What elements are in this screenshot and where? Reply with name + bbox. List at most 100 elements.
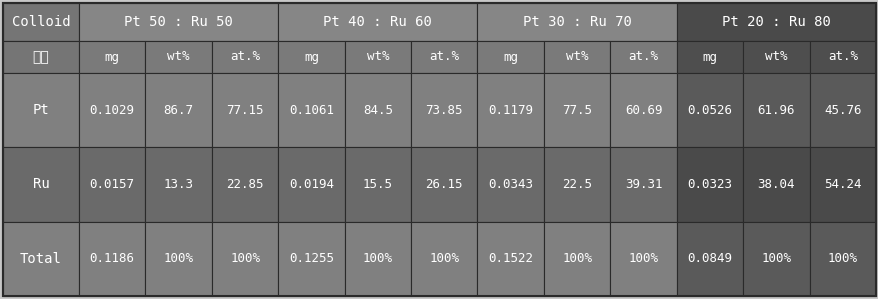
Bar <box>543 73 609 147</box>
Bar <box>676 147 742 222</box>
Text: 0.0526: 0.0526 <box>687 104 731 117</box>
Text: 22.5: 22.5 <box>562 178 592 191</box>
Bar <box>411 73 477 147</box>
Text: 0.1061: 0.1061 <box>289 104 334 117</box>
Text: Pt 50 : Ru 50: Pt 50 : Ru 50 <box>124 15 233 29</box>
Bar <box>609 147 676 222</box>
Bar <box>411 41 477 73</box>
Bar <box>742 222 809 296</box>
Bar <box>609 222 676 296</box>
Text: at.%: at.% <box>428 51 459 63</box>
Bar <box>278 41 344 73</box>
Bar <box>477 41 543 73</box>
Text: Ru: Ru <box>32 178 49 191</box>
Text: 86.7: 86.7 <box>163 104 193 117</box>
Text: at.%: at.% <box>230 51 260 63</box>
Bar <box>278 73 344 147</box>
Text: 13.3: 13.3 <box>163 178 193 191</box>
Bar <box>79 147 145 222</box>
Bar <box>212 73 278 147</box>
Bar <box>278 3 477 41</box>
Bar <box>809 222 875 296</box>
Text: 0.0323: 0.0323 <box>687 178 731 191</box>
Bar <box>344 147 411 222</box>
Text: 100%: 100% <box>428 252 459 265</box>
Text: 77.15: 77.15 <box>226 104 263 117</box>
Text: mg: mg <box>502 51 518 63</box>
Text: 100%: 100% <box>760 252 790 265</box>
Bar <box>344 222 411 296</box>
Bar <box>543 147 609 222</box>
Text: wt%: wt% <box>366 51 389 63</box>
Text: 100%: 100% <box>827 252 857 265</box>
Bar <box>344 73 411 147</box>
Text: 26.15: 26.15 <box>425 178 463 191</box>
Bar <box>477 73 543 147</box>
Text: 0.1186: 0.1186 <box>90 252 134 265</box>
Text: 84.5: 84.5 <box>363 104 392 117</box>
Bar <box>145 222 212 296</box>
Text: 60.69: 60.69 <box>624 104 661 117</box>
Text: 0.1255: 0.1255 <box>289 252 334 265</box>
Text: 조성: 조성 <box>32 50 49 64</box>
Text: mg: mg <box>104 51 119 63</box>
Text: 100%: 100% <box>628 252 658 265</box>
Bar <box>543 222 609 296</box>
Text: Pt 20 : Ru 80: Pt 20 : Ru 80 <box>721 15 830 29</box>
Bar <box>543 41 609 73</box>
Text: Colloid: Colloid <box>11 15 70 29</box>
Bar <box>676 3 875 41</box>
Text: 0.0849: 0.0849 <box>687 252 731 265</box>
Text: 61.96: 61.96 <box>757 104 795 117</box>
Bar <box>742 41 809 73</box>
Bar <box>742 73 809 147</box>
Bar <box>145 73 212 147</box>
Text: Pt: Pt <box>32 103 49 117</box>
Text: 15.5: 15.5 <box>363 178 392 191</box>
Text: Pt 30 : Ru 70: Pt 30 : Ru 70 <box>522 15 631 29</box>
Bar <box>477 222 543 296</box>
Bar <box>477 147 543 222</box>
Text: at.%: at.% <box>827 51 857 63</box>
Text: mg: mg <box>304 51 319 63</box>
Bar <box>145 147 212 222</box>
Bar <box>79 41 145 73</box>
Text: 39.31: 39.31 <box>624 178 661 191</box>
Text: 100%: 100% <box>230 252 260 265</box>
Bar <box>3 222 79 296</box>
Bar <box>477 3 676 41</box>
Text: wt%: wt% <box>565 51 587 63</box>
Text: 0.1522: 0.1522 <box>487 252 533 265</box>
Text: 100%: 100% <box>163 252 193 265</box>
Text: Total: Total <box>20 252 61 266</box>
Text: Pt 40 : Ru 60: Pt 40 : Ru 60 <box>323 15 432 29</box>
Bar <box>212 222 278 296</box>
Bar <box>3 3 79 41</box>
Bar <box>809 147 875 222</box>
Bar <box>79 3 278 41</box>
Bar <box>344 41 411 73</box>
Bar <box>3 41 79 73</box>
Bar <box>809 41 875 73</box>
Text: 100%: 100% <box>363 252 392 265</box>
Bar <box>411 147 477 222</box>
Text: 77.5: 77.5 <box>562 104 592 117</box>
Text: at.%: at.% <box>628 51 658 63</box>
Bar <box>212 41 278 73</box>
Bar <box>676 222 742 296</box>
Text: mg: mg <box>702 51 716 63</box>
Bar <box>212 147 278 222</box>
Bar <box>145 41 212 73</box>
Bar <box>79 222 145 296</box>
Text: wt%: wt% <box>764 51 787 63</box>
Text: 0.0343: 0.0343 <box>487 178 533 191</box>
Text: 0.0157: 0.0157 <box>90 178 134 191</box>
Bar <box>411 222 477 296</box>
Bar <box>676 41 742 73</box>
Bar <box>676 73 742 147</box>
Bar <box>609 41 676 73</box>
Bar <box>742 147 809 222</box>
Text: 22.85: 22.85 <box>226 178 263 191</box>
Bar <box>809 73 875 147</box>
Bar <box>609 73 676 147</box>
